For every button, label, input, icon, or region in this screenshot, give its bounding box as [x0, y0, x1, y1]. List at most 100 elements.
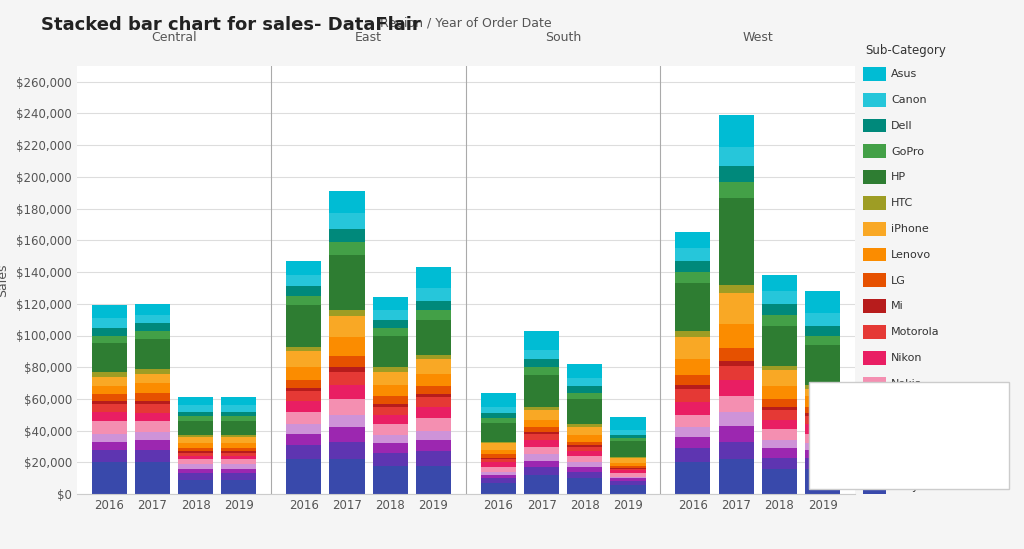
- Bar: [221, 412, 256, 416]
- Bar: [567, 451, 602, 456]
- Text: iPhone: iPhone: [927, 426, 972, 439]
- Bar: [92, 335, 127, 344]
- Bar: [762, 399, 797, 407]
- Bar: [567, 446, 602, 451]
- Text: HTC: HTC: [891, 198, 913, 208]
- Bar: [178, 456, 213, 459]
- Text: West: West: [927, 406, 959, 419]
- Bar: [481, 407, 516, 413]
- Bar: [221, 469, 256, 473]
- Bar: [676, 359, 711, 375]
- Bar: [610, 435, 645, 438]
- Bar: [762, 366, 797, 371]
- Text: Mi: Mi: [891, 301, 903, 311]
- Text: Pixel: Pixel: [891, 430, 916, 440]
- Bar: [287, 367, 322, 380]
- Bar: [719, 324, 754, 348]
- Bar: [719, 396, 754, 412]
- Bar: [330, 337, 365, 356]
- Bar: [416, 386, 451, 394]
- Bar: [373, 466, 408, 494]
- Bar: [373, 404, 408, 407]
- Bar: [178, 421, 213, 435]
- Bar: [524, 330, 559, 350]
- Text: iPhone: iPhone: [891, 224, 929, 234]
- Bar: [416, 440, 451, 451]
- Bar: [805, 385, 840, 389]
- Bar: [567, 428, 602, 435]
- Text: OnePlus: OnePlus: [891, 405, 936, 414]
- Bar: [481, 450, 516, 455]
- Bar: [221, 437, 256, 444]
- Bar: [135, 373, 170, 383]
- Bar: [524, 455, 559, 461]
- Bar: [719, 293, 754, 324]
- Bar: [221, 480, 256, 494]
- Bar: [221, 451, 256, 453]
- Bar: [221, 448, 256, 451]
- Bar: [287, 459, 322, 494]
- Bar: [92, 412, 127, 421]
- Bar: [178, 405, 213, 412]
- Bar: [481, 393, 516, 407]
- Bar: [610, 481, 645, 485]
- Bar: [373, 407, 408, 415]
- Bar: [676, 462, 711, 494]
- Bar: [524, 419, 559, 428]
- Bar: [416, 407, 451, 418]
- Bar: [762, 326, 797, 366]
- Bar: [610, 485, 645, 494]
- Bar: [719, 412, 754, 426]
- Bar: [610, 441, 645, 457]
- Bar: [373, 396, 408, 404]
- Text: Dell: Dell: [891, 121, 912, 131]
- Bar: [92, 318, 127, 328]
- Bar: [567, 378, 602, 386]
- Bar: [481, 413, 516, 418]
- Bar: [805, 434, 840, 444]
- Bar: [567, 399, 602, 424]
- Text: East: East: [355, 31, 382, 44]
- Bar: [178, 444, 213, 448]
- Bar: [481, 455, 516, 458]
- Text: Canon: Canon: [891, 95, 927, 105]
- Bar: [567, 386, 602, 393]
- Bar: [762, 410, 797, 419]
- Text: Year:: Year:: [827, 446, 854, 456]
- Bar: [805, 416, 840, 424]
- Bar: [287, 424, 322, 434]
- Bar: [524, 359, 559, 367]
- Bar: [287, 351, 322, 367]
- Bar: [719, 166, 754, 182]
- Bar: [287, 391, 322, 401]
- Bar: [92, 372, 127, 377]
- Bar: [416, 301, 451, 310]
- Bar: [524, 407, 559, 410]
- Bar: [287, 275, 322, 287]
- Bar: [287, 296, 322, 305]
- Bar: [330, 367, 365, 372]
- Bar: [719, 459, 754, 494]
- Bar: [524, 467, 559, 475]
- Bar: [805, 407, 840, 413]
- Bar: [330, 191, 365, 214]
- Bar: [762, 407, 797, 410]
- Y-axis label: Sales: Sales: [0, 263, 9, 297]
- Bar: [610, 469, 645, 470]
- Bar: [135, 440, 170, 450]
- Bar: [92, 462, 127, 494]
- Bar: [330, 214, 365, 229]
- Bar: [330, 428, 365, 442]
- Bar: [221, 421, 256, 435]
- Bar: [481, 423, 516, 442]
- Bar: [178, 464, 213, 469]
- Bar: [221, 473, 256, 480]
- Bar: [481, 442, 516, 444]
- Bar: [135, 413, 170, 421]
- Bar: [676, 415, 711, 428]
- Bar: [221, 416, 256, 421]
- Bar: [762, 458, 797, 469]
- Bar: [481, 475, 516, 478]
- Bar: [567, 445, 602, 446]
- Bar: [481, 467, 516, 472]
